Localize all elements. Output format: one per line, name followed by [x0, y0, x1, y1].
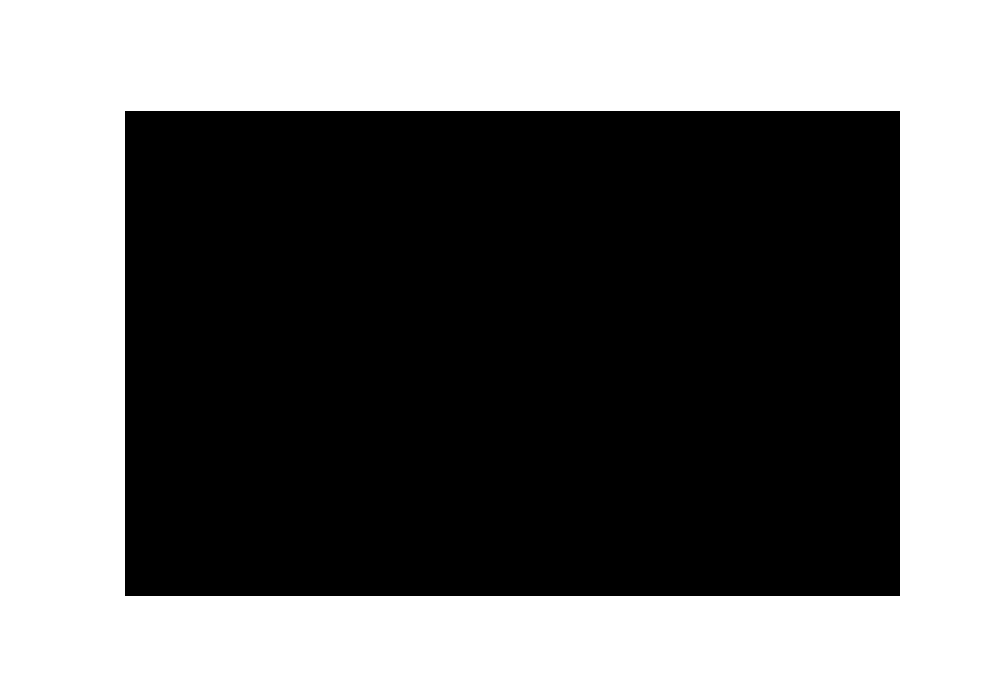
word-cloud	[125, 111, 900, 596]
